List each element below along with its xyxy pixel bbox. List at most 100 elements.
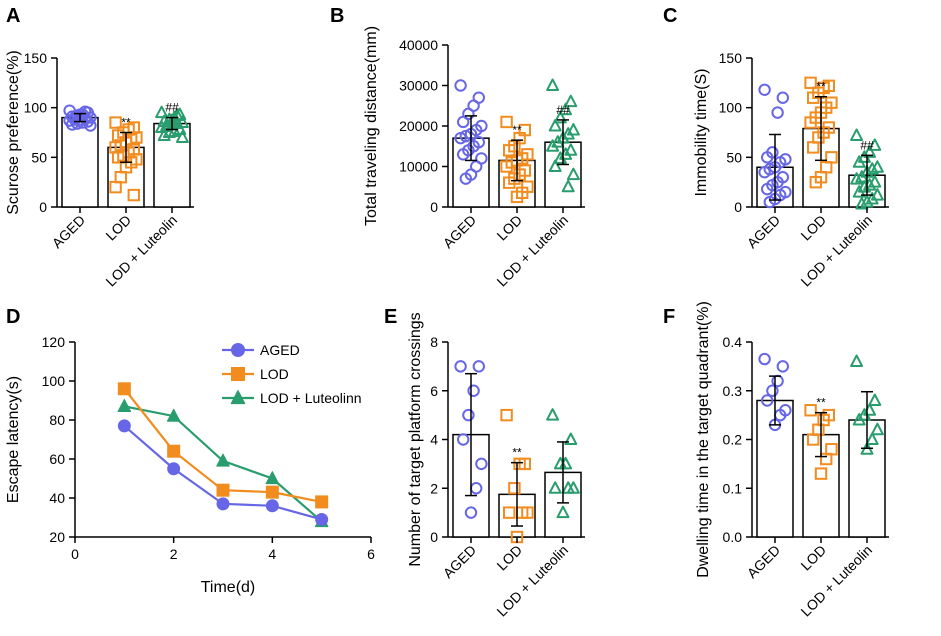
panel-label-a: A (6, 5, 20, 27)
y-tick-label: 20000 (399, 118, 438, 134)
x-tick-label: 6 (367, 546, 375, 562)
x-tick-label: LOD (493, 212, 525, 244)
data-point (868, 393, 882, 406)
significance-label: ## (165, 101, 179, 115)
x-tick-label: LOD (797, 542, 829, 574)
y-tick-label: 100 (719, 100, 743, 116)
data-point (852, 413, 866, 426)
data-point (771, 374, 784, 388)
series-point (117, 382, 131, 396)
y-tick-label: 0 (734, 199, 742, 215)
legend-marker (231, 343, 245, 357)
series-point (117, 419, 131, 433)
x-tick-label: 2 (170, 546, 178, 562)
data-point (807, 91, 820, 104)
data-point (761, 394, 774, 407)
bar-group-2: ** (498, 115, 536, 208)
y-tick-label: 40000 (399, 37, 438, 53)
y-tick-label: 100 (42, 373, 66, 389)
data-point (500, 408, 513, 422)
series-point (315, 495, 329, 509)
x-tick-label: LOD (493, 542, 525, 574)
data-point (761, 182, 774, 196)
bar-group-1 (756, 352, 794, 538)
y-tick-label: 0 (39, 199, 47, 215)
y-axis-title: Scurose preference(%) (5, 50, 22, 215)
data-point (564, 94, 578, 108)
data-point (855, 197, 869, 210)
panel-label-c: C (663, 5, 677, 27)
bar-group-2: ** (498, 408, 536, 544)
y-axis-title: Total traveling distance(mm) (363, 26, 380, 226)
data-point (561, 127, 575, 140)
data-point (500, 115, 513, 129)
data-point (865, 432, 879, 445)
series-1 (117, 419, 329, 526)
bar-group-1 (452, 79, 490, 208)
legend-label: LOD (260, 366, 289, 382)
series-point (315, 512, 329, 526)
data-point (457, 433, 470, 446)
data-point (548, 119, 562, 132)
data-point (503, 144, 516, 157)
panel-d: 20 40 60 80 100 120 Escape latency(s) 0 2 4 6 Time(… (5, 334, 375, 596)
data-point (454, 360, 467, 373)
data-point (546, 78, 560, 91)
data-point (160, 119, 174, 133)
bar-group-3 (544, 408, 582, 538)
panel-b: 0 10000 20000 30000 40000 Total traveling dis… (363, 26, 585, 289)
data-point (546, 408, 560, 421)
bar-group-3: ## (153, 101, 191, 208)
data-point (510, 190, 524, 204)
data-point (776, 360, 789, 373)
y-tick-label: 20 (49, 529, 65, 545)
data-point (551, 135, 565, 148)
y-tick-label: 8 (430, 334, 438, 350)
data-point (564, 143, 578, 156)
data-point (804, 116, 817, 129)
data-point (820, 452, 833, 466)
data-point (566, 167, 580, 181)
data-point (758, 352, 771, 366)
data-point (462, 408, 475, 422)
panel-f: 0.0 0.1 0.2 0.3 0.4 Dwelling time in the targ… (695, 301, 889, 619)
y-axis-title: Number of target platform crossings (407, 312, 424, 566)
data-point (868, 175, 882, 188)
data-point (459, 172, 472, 185)
data-point (809, 175, 822, 189)
bar-group-3: ## (544, 78, 582, 208)
legend-marker (231, 367, 245, 381)
data-point (761, 151, 774, 164)
data-point (556, 505, 570, 519)
panel-e: 0 2 4 6 8 Number of target platform crossings… (407, 312, 585, 619)
series-point (216, 497, 230, 511)
y-tick-label: 40 (49, 490, 65, 506)
data-point (814, 467, 828, 480)
data-point (850, 354, 864, 367)
panel-label-b: B (330, 5, 344, 27)
y-tick-label: 80 (49, 412, 65, 428)
data-point (109, 116, 122, 129)
x-tick-label: 0 (71, 546, 79, 562)
legend-label: LOD + Luteolinn (260, 390, 362, 406)
series-point (265, 485, 279, 499)
legend-item: LOD + Luteolinn (222, 390, 362, 406)
data-point (776, 91, 789, 104)
y-tick-label: 100 (24, 100, 48, 116)
data-point (766, 384, 779, 397)
data-point (546, 139, 560, 152)
data-point (467, 384, 480, 397)
legend-marker (230, 390, 246, 405)
bar-group-1 (61, 104, 99, 208)
x-tick-label: 4 (268, 546, 276, 562)
y-tick-label: 2 (430, 480, 438, 496)
data-point (850, 128, 864, 141)
y-tick-label: 30000 (399, 78, 438, 94)
data-point (127, 188, 141, 202)
data-point (852, 185, 866, 198)
y-tick-label: 0.0 (723, 529, 743, 545)
series-point (216, 483, 230, 497)
data-point (561, 179, 575, 193)
y-tick-label: 0.3 (723, 383, 743, 399)
bar-group-2: ** (802, 76, 840, 208)
